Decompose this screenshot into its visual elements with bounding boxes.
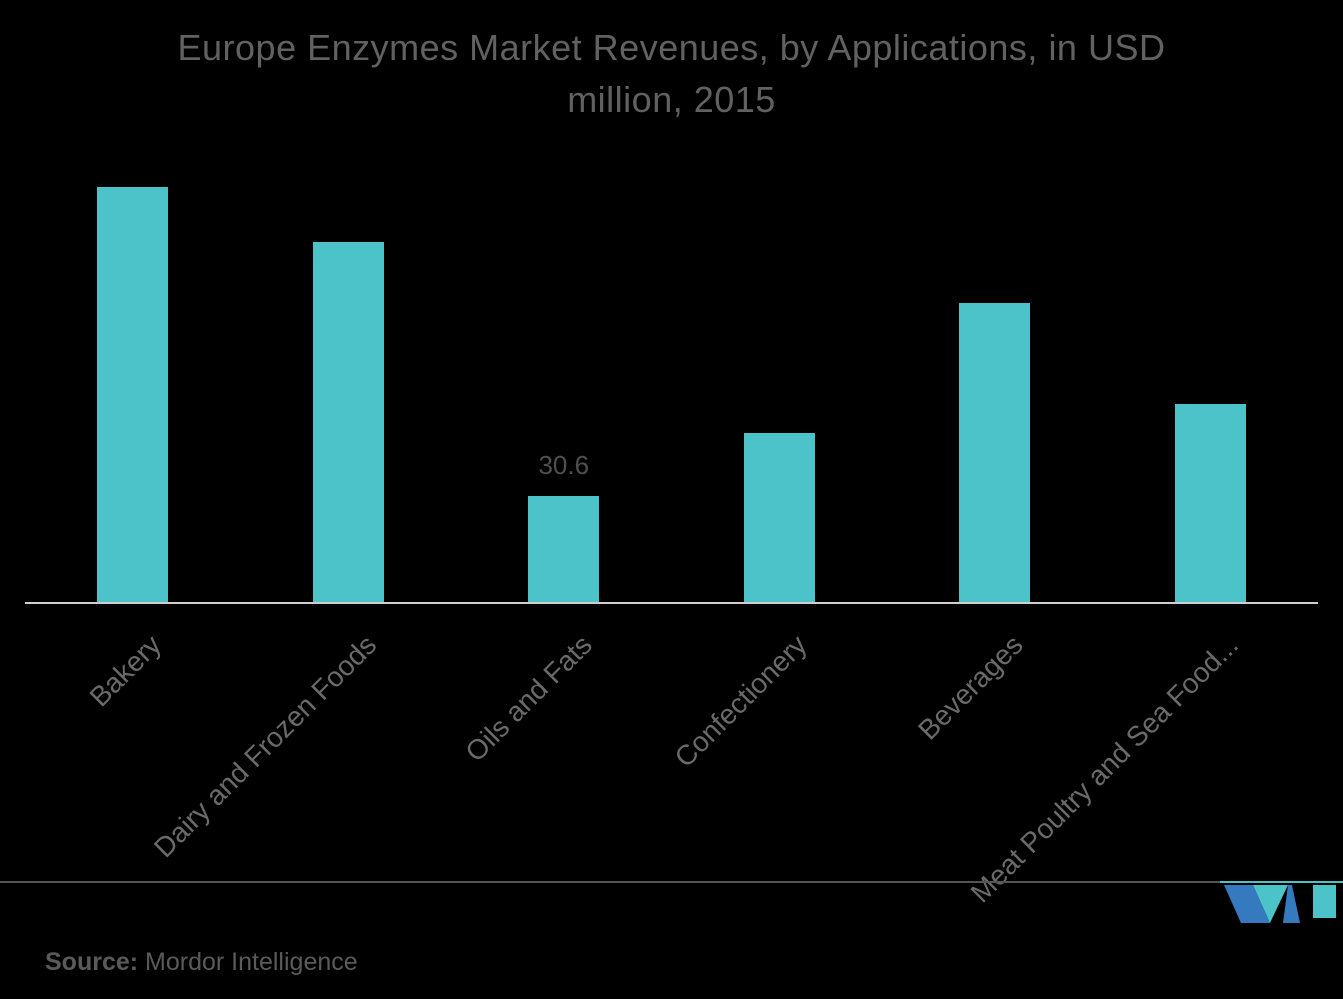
x-axis-line	[25, 602, 1318, 604]
bar-dairy-frozen-foods[interactable]	[312, 242, 384, 603]
plot-area: Bakery Dairy and Frozen Foods 30.6 Oils …	[25, 130, 1319, 908]
bar-group-bakery: Bakery	[25, 130, 241, 713]
logo-stripe-teal-middle	[1253, 885, 1288, 923]
x-axis-label-beverages: Beverages	[912, 629, 1029, 746]
bar-beverages[interactable]	[959, 303, 1031, 603]
chart-title-line2: million, 2015	[567, 79, 776, 120]
logo-bar-teal-right	[1313, 885, 1336, 918]
x-axis-label-dairy-frozen-foods: Dairy and Frozen Foods	[147, 629, 383, 864]
bar-group-meat-poultry-seafood: Meat Poultry and Sea Food...	[965, 130, 1319, 908]
bar-bakery[interactable]	[97, 187, 169, 603]
footer-divider-accent	[1220, 881, 1343, 883]
source-label: Source:	[45, 948, 139, 976]
logo-stripe-blue-right	[1283, 885, 1300, 923]
bar-confectionery[interactable]	[743, 432, 815, 603]
bar-meat-poultry-seafood[interactable]	[1174, 403, 1246, 603]
chart-title: Europe Enzymes Market Revenues, by Appli…	[0, 22, 1343, 126]
bar-group-beverages: Beverages	[887, 130, 1103, 746]
x-axis-label-oils-fats: Oils and Fats	[459, 629, 598, 768]
chart-title-line1: Europe Enzymes Market Revenues, by Appli…	[177, 27, 1166, 68]
data-label-oils-fats: 30.6	[538, 449, 590, 480]
bar-group-dairy-frozen-foods: Dairy and Frozen Foods	[148, 130, 457, 863]
logo-stripe-blue-left	[1224, 885, 1270, 923]
x-axis-label-bakery: Bakery	[83, 629, 167, 713]
footer-divider-line	[0, 881, 1343, 883]
source-value: Mordor Intelligence	[138, 948, 358, 976]
source-attribution: Source: Mordor Intelligence	[45, 948, 358, 977]
x-axis-label-confectionery: Confectionery	[669, 629, 814, 774]
bar-group-confectionery: Confectionery	[669, 130, 888, 773]
bar-group-oils-fats: 30.6 Oils and Fats	[456, 130, 672, 768]
mordor-intelligence-logo	[1224, 885, 1336, 923]
bar-oils-fats[interactable]	[528, 495, 600, 603]
